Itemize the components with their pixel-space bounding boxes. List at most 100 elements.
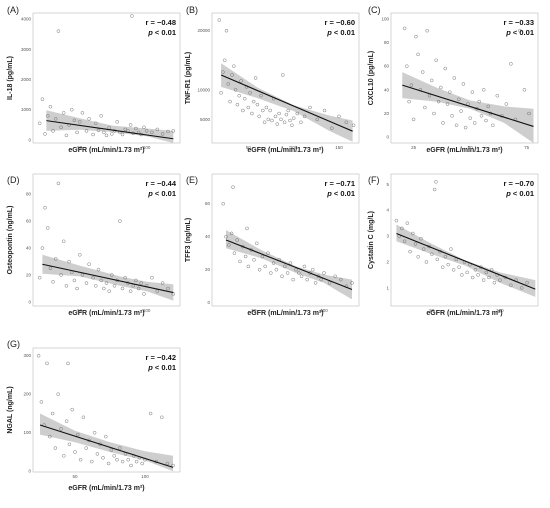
data-point [434,180,438,184]
data-point [160,132,165,136]
data-point [408,249,412,254]
data-point [36,353,41,358]
data-point [76,432,80,437]
x-tick-label: 50 [77,145,83,150]
data-point [243,254,248,259]
data-point [351,123,356,128]
y-tick-label: 3 [386,234,389,239]
data-point [61,111,66,115]
data-point [144,129,149,133]
data-point [432,187,437,192]
stat-r: r = −0.33 [504,18,534,27]
data-point [102,130,106,135]
data-point [416,52,420,57]
data-point [81,415,86,420]
y-tick-label: 80 [26,192,32,197]
data-point [260,254,265,259]
data-point [407,99,411,104]
y-axis-title: Cystatin C (mg/L) [368,211,375,269]
data-point [221,70,225,74]
data-point [217,18,222,22]
data-point [264,105,269,110]
plot-frame [211,173,360,307]
y-tick-label: 4000 [21,17,32,22]
data-point [228,99,232,104]
data-point [150,275,154,280]
data-point [281,73,285,77]
data-point [283,264,287,269]
x-tick-label: 50 [246,145,252,150]
data-point [257,114,261,119]
data-point [288,118,292,123]
data-point [280,274,284,279]
data-point [405,64,409,68]
data-point [413,242,418,246]
data-point [405,221,410,225]
data-point [110,273,114,277]
data-point [279,117,283,122]
x-axis-title: eGFR (mL/min/1.73 m²) [68,310,144,317]
data-point [504,102,509,106]
regression-line [46,120,174,140]
data-point [270,118,274,123]
stat-r: r = −0.42 [146,353,176,362]
data-point [226,82,231,86]
data-point [90,459,94,464]
data-point [420,70,425,74]
x-tick-label: 50 [251,308,257,313]
confidence-band [396,224,536,297]
data-point [237,93,241,98]
y-tick-label: 20 [384,111,390,116]
data-point [112,454,116,458]
y-tick-label: 60 [205,201,211,206]
data-point [294,267,298,272]
y-tick-label: 10000 [197,87,210,92]
data-point [470,90,475,94]
data-point [59,273,63,277]
y-tick-label: 80 [384,40,390,45]
data-point [421,247,426,251]
data-point [48,434,52,439]
data-point [460,273,464,277]
data-point [235,102,240,107]
data-point [37,275,42,280]
y-tick-label: 2000 [21,77,32,82]
y-axis-title: TNF-R1 (pg/mL) [185,52,192,105]
data-point [257,267,262,272]
data-point [99,278,103,283]
x-axis-title: eGFR (mL/min/1.73 m²) [247,310,323,317]
regression-line [42,263,174,294]
data-point [299,120,303,125]
data-point [465,270,469,275]
data-point [246,264,251,269]
data-point [439,85,443,90]
y-tick-label: 0 [386,135,389,140]
data-point [302,114,307,119]
data-point [106,461,111,466]
data-point [477,99,481,104]
panel-label: (F) [368,175,380,185]
panel-label: (E) [186,175,198,185]
data-point [134,459,139,464]
data-point [80,111,85,115]
data-point [251,99,256,104]
data-point [269,271,273,275]
data-point [498,278,502,282]
y-tick-label: 40 [26,246,32,251]
data-point [142,125,146,130]
y-axis-title: Osteopontin (ng/mL) [7,206,14,275]
data-point [425,28,429,33]
data-point [148,411,153,416]
panel-label: (A) [7,5,19,15]
y-tick-label: 0 [28,299,31,304]
y-axis-title: TFF3 (ng/mL) [185,218,192,262]
data-point [107,289,111,293]
data-point [242,96,247,101]
data-point [350,281,354,285]
data-point [297,271,301,275]
panel-label: (C) [368,5,381,15]
data-point [235,238,239,242]
x-axis-title: eGFR (mL/min/1.73 m²) [426,310,502,317]
data-point [232,64,236,68]
data-point [84,446,88,450]
